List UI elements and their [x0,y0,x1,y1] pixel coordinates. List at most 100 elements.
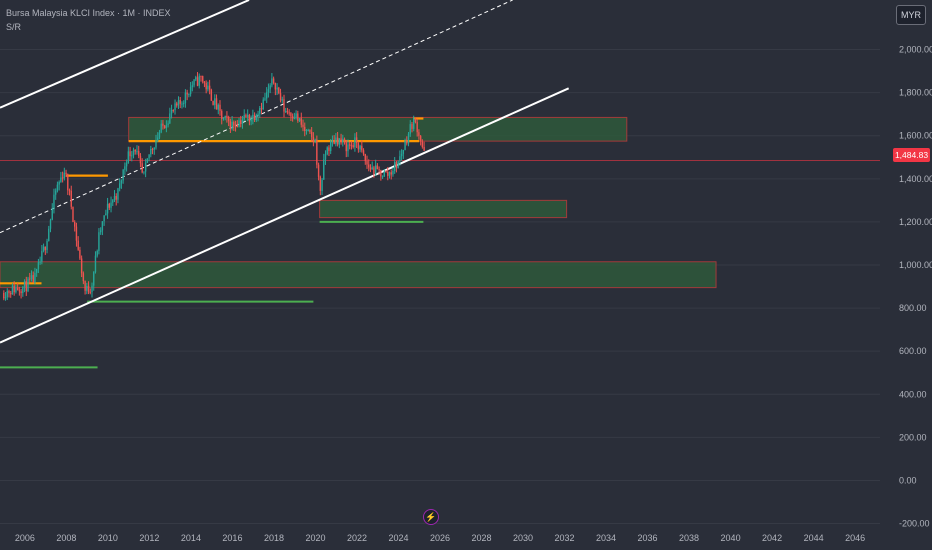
candle-body [416,122,418,133]
candle-body [63,172,66,179]
candle-body [250,118,252,122]
candle-body [202,76,204,82]
candle-body [146,158,149,163]
candle-body [414,118,417,123]
y-tick-label: 1,200.00 [899,217,932,227]
candle-body [288,112,290,114]
x-tick-label: 2014 [181,533,201,543]
candle-body [409,124,411,134]
candle-body [155,140,157,148]
candle-body [65,172,67,175]
candle-body [143,171,145,173]
candle-body [101,221,104,231]
candle-body [359,145,361,150]
y-tick-label: 0.00 [899,475,917,485]
candle-body [307,129,309,131]
candle-body [259,108,261,114]
candle-body [6,291,8,298]
sr-zone [319,199,568,219]
candle-body [198,75,200,86]
x-tick-label: 2008 [56,533,76,543]
candle-body [326,147,328,155]
candle-body [172,109,175,111]
candle-body [129,151,131,157]
candle-body [98,232,100,251]
candle-body [181,103,183,105]
candle-body [295,113,297,118]
candle-body [338,138,341,145]
candle-body [15,287,17,293]
candle-body [350,145,353,147]
candle-body [364,154,366,162]
candle-body [272,78,275,84]
candle-body [229,121,232,129]
candle-body [165,125,168,129]
candle-body [82,273,85,282]
candle-body [74,221,76,227]
candle-body [99,230,102,233]
candle-body [321,179,323,192]
candle-body [378,169,380,171]
candle-body [113,196,116,201]
candle-body [374,165,377,175]
x-tick-label: 2028 [471,533,491,543]
candle-body [160,123,162,133]
candle-body [413,118,415,129]
candle-body [233,121,235,126]
candle-body [227,117,230,122]
symbol-title[interactable]: Bursa Malaysia KLCI Index · 1M · INDEX [6,8,171,18]
x-tick-label: 2024 [388,533,408,543]
candle-body [41,251,43,262]
candle-body [343,138,346,141]
candle-body [286,110,289,113]
candle-body [188,94,190,96]
candle-body [406,140,408,144]
candle-body [241,119,244,125]
candle-body [369,167,372,170]
candle-body [29,278,31,280]
candle-body [255,115,258,121]
candle-body [278,87,280,94]
candle-body [366,161,368,165]
candle-body [402,149,405,154]
candle-body [340,138,342,143]
candle-body [3,293,5,299]
candle-body [245,115,247,118]
candle-body [238,120,240,127]
candle-body [335,137,337,144]
candle-body [253,114,256,121]
candle-body [210,89,213,101]
candle-body [393,162,396,171]
candle-body [388,172,391,176]
candle-body [368,164,370,168]
currency-button[interactable]: MYR [896,5,926,25]
x-tick-label: 2010 [98,533,118,543]
candle-body [87,285,90,292]
indicator-label[interactable]: S/R [6,22,22,32]
candle-body [96,250,98,256]
candle-body [118,183,121,189]
candle-body [150,148,152,155]
y-tick-label: 200.00 [899,432,927,442]
candle-body [138,151,140,156]
candle-body [217,104,219,110]
candle-body [387,171,389,176]
candle-body [342,138,344,143]
candle-body [293,117,296,119]
candle-body [246,114,249,118]
candle-body [376,165,379,170]
candle-body [314,139,316,142]
candle-body [144,162,147,172]
lightning-icon[interactable]: ⚡ [423,509,439,525]
x-tick-label: 2034 [596,533,616,543]
candle-body [20,291,22,294]
candle-body [10,293,12,295]
candle-body [380,170,382,177]
candle-body [49,219,52,229]
candle-body [196,77,199,86]
candle-body [108,203,111,208]
x-tick-label: 2006 [15,533,35,543]
candle-body [354,137,356,148]
